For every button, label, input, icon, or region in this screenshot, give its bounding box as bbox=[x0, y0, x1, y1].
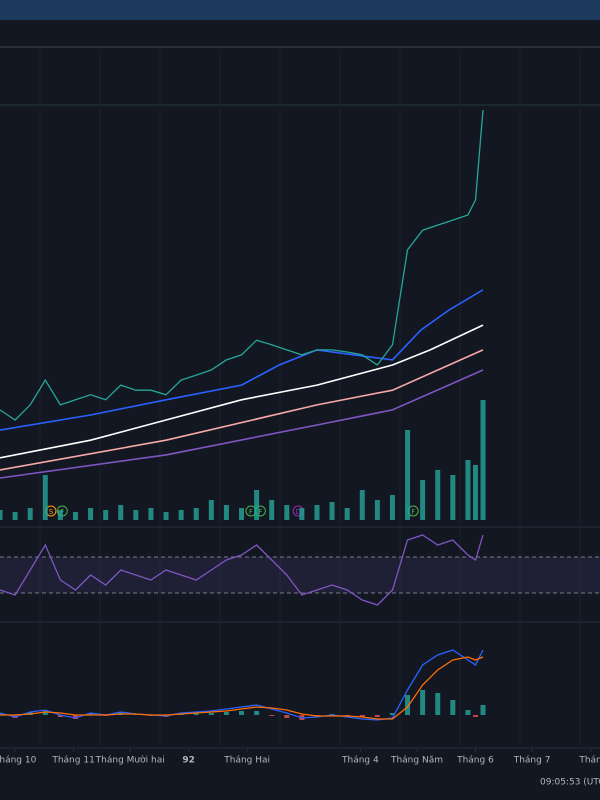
histogram-bar bbox=[420, 690, 426, 715]
volume-bar bbox=[57, 510, 63, 520]
histogram-bar bbox=[405, 695, 411, 715]
event-label: F bbox=[249, 508, 253, 516]
histogram-bar bbox=[57, 715, 63, 717]
histogram-bar bbox=[284, 715, 290, 718]
histogram-bar bbox=[254, 711, 260, 715]
x-tick-label: Tháng 6 bbox=[456, 756, 494, 766]
histogram-bar bbox=[239, 711, 245, 715]
histogram-bar bbox=[374, 715, 380, 717]
histogram-bar bbox=[359, 715, 365, 717]
x-tick-label: Tháng 11 bbox=[51, 756, 94, 766]
event-label: S bbox=[49, 508, 54, 516]
x-tick-label: Tháng 4 bbox=[341, 756, 379, 766]
volume-bar bbox=[88, 508, 94, 520]
moving-average bbox=[0, 289, 484, 431]
volume-bar bbox=[72, 512, 78, 520]
x-tick-label: Tháng Hai bbox=[223, 756, 270, 766]
volume-bar bbox=[193, 508, 199, 520]
volume-bar bbox=[405, 430, 411, 520]
x-tick-label: Tháng 7 bbox=[513, 756, 551, 766]
volume-bar bbox=[103, 510, 109, 520]
histogram-bar bbox=[208, 713, 214, 715]
moving-average bbox=[0, 324, 484, 459]
series-line bbox=[0, 534, 484, 606]
volume-bar bbox=[472, 465, 478, 520]
histogram-bar bbox=[72, 715, 78, 719]
volume-bar bbox=[178, 510, 184, 520]
volume-bar bbox=[148, 508, 154, 520]
volume-bar bbox=[314, 505, 320, 520]
histogram-bar bbox=[88, 713, 94, 715]
histogram-bar bbox=[193, 713, 199, 715]
histogram-bar bbox=[389, 713, 395, 715]
volume-bar bbox=[118, 505, 124, 520]
volume-bar bbox=[344, 508, 350, 520]
volume-bar bbox=[299, 508, 305, 520]
x-tick-label: Tháng Năm bbox=[390, 756, 443, 766]
histogram-bar bbox=[223, 712, 229, 715]
event-label: F bbox=[411, 508, 415, 516]
volume-bar bbox=[420, 480, 426, 520]
volume-bar bbox=[254, 490, 260, 520]
volume-bar bbox=[374, 500, 380, 520]
volume-bar bbox=[27, 508, 33, 520]
volume-bar bbox=[0, 510, 3, 520]
volume-bar bbox=[284, 505, 290, 520]
band bbox=[0, 557, 600, 593]
event-label: F bbox=[258, 508, 262, 516]
volume-bar bbox=[239, 508, 245, 520]
volume-bar bbox=[269, 500, 275, 520]
volume-bar bbox=[42, 475, 48, 520]
histogram-bar bbox=[42, 711, 48, 715]
volume-bar bbox=[133, 510, 139, 520]
top-bar bbox=[0, 0, 600, 20]
series-line bbox=[0, 656, 484, 720]
volume-bar bbox=[359, 490, 365, 520]
volume-bar bbox=[329, 502, 335, 520]
histogram-bar bbox=[472, 715, 478, 717]
histogram-bar bbox=[435, 693, 441, 715]
x-tick-label: Thán bbox=[578, 756, 600, 766]
volume-bar bbox=[223, 505, 229, 520]
moving-average bbox=[0, 349, 484, 471]
volume-bar bbox=[435, 470, 441, 520]
histogram-bar bbox=[480, 705, 486, 715]
volume-bar bbox=[465, 460, 471, 520]
volume-bar bbox=[389, 495, 395, 520]
x-tick-label: Tháng Mười hai bbox=[95, 755, 165, 766]
volume-bar bbox=[12, 512, 18, 520]
x-tick-label: 92 bbox=[182, 756, 195, 766]
volume-bar bbox=[450, 475, 456, 520]
volume-bar bbox=[480, 400, 486, 520]
time-label: 09:05:53 (UTC bbox=[540, 778, 600, 788]
histogram-bar bbox=[269, 715, 275, 716]
volume-bar bbox=[163, 512, 169, 520]
moving-average bbox=[0, 369, 484, 479]
event-label: D bbox=[295, 508, 300, 516]
volume-bar bbox=[208, 500, 214, 520]
series-line bbox=[0, 109, 484, 421]
x-tick-label: Tháng 10 bbox=[0, 756, 37, 766]
histogram-bar bbox=[450, 700, 456, 715]
histogram-bar bbox=[465, 710, 471, 715]
